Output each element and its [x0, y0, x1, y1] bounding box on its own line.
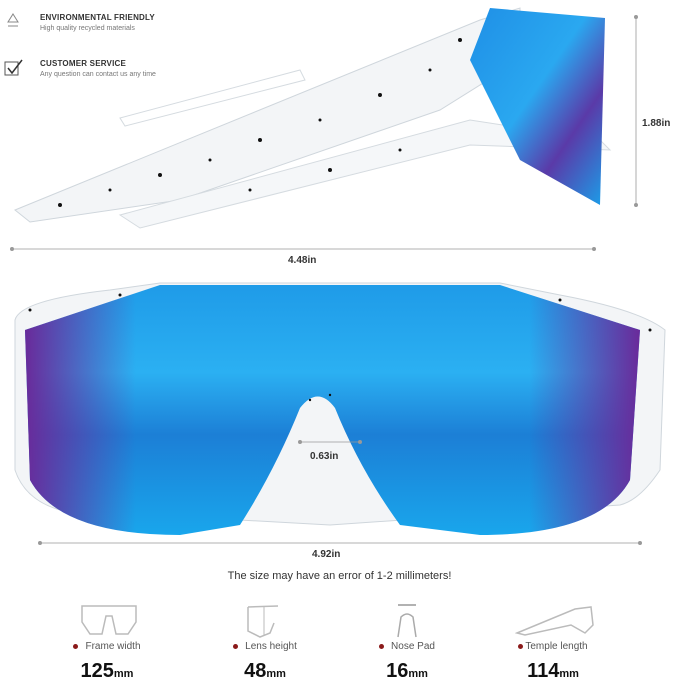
length-label: 4.48in	[288, 255, 317, 266]
spec-value: 125	[80, 660, 114, 682]
lens-height-icon	[247, 605, 279, 638]
spec-value: 16	[386, 660, 409, 682]
nose-width-label: 0.63in	[310, 451, 339, 462]
feature-title: ENVIRONMENTAL FRIENDLY	[40, 13, 155, 22]
spec-label: Nose Pad	[391, 641, 435, 652]
spec-temple-length: Temple length 114mm	[478, 641, 628, 683]
nose-pad-icon	[397, 604, 417, 638]
front-view-glasses	[14, 282, 666, 535]
spec-frame-width: Frame width 125mm	[32, 641, 182, 683]
bullet-icon	[518, 643, 524, 649]
temple-length-icon	[515, 606, 594, 636]
bullet-icon	[379, 643, 385, 649]
spec-lens-height: Lens height 48mm	[190, 641, 340, 683]
spec-value: 114	[527, 660, 560, 682]
spec-value: 48	[244, 660, 267, 682]
bullet-icon	[73, 643, 79, 649]
recycle-icon	[7, 13, 19, 27]
spec-label: Frame width	[85, 641, 141, 652]
spec-unit: mm	[408, 668, 428, 680]
spec-label: Lens height	[245, 641, 297, 652]
spec-unit: mm	[113, 668, 134, 680]
spec-unit: mm	[266, 668, 286, 680]
size-note: The size may have an error of 1-2 millim…	[227, 570, 452, 582]
spec-unit: mm	[559, 668, 579, 680]
checkbox-icon	[4, 59, 23, 76]
feature-subtitle: Any question can contact us any time	[40, 71, 156, 78]
feature-title: CUSTOMER SERVICE	[40, 59, 127, 68]
frame-width-label: 4.92in	[312, 549, 341, 560]
spec-label: Temple length	[525, 641, 588, 652]
spec-nose-pad: Nose Pad 16mm	[332, 641, 482, 683]
frame-width-icon	[81, 605, 137, 635]
feature-subtitle: High quality recycled materials	[40, 25, 135, 32]
height-label: 1.88in	[642, 118, 671, 129]
side-view-glasses	[14, 7, 612, 229]
bullet-icon	[233, 643, 239, 649]
